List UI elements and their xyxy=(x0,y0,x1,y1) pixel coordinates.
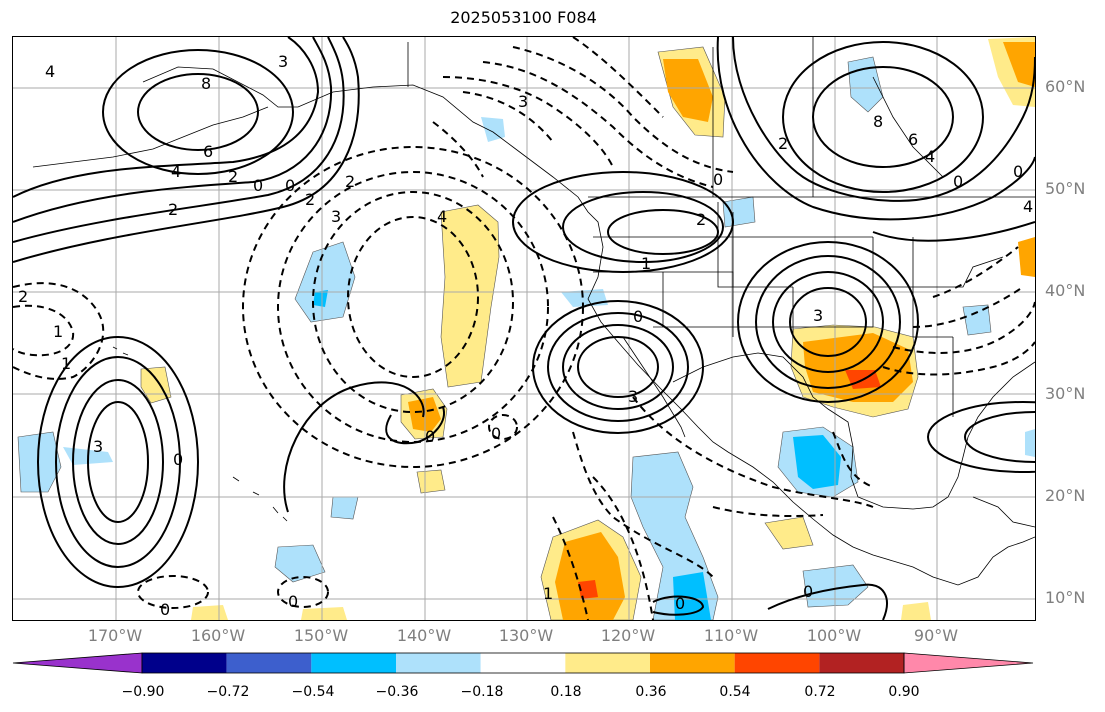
contours-positive xyxy=(13,37,1035,620)
contour-label: 8 xyxy=(873,112,883,131)
lat-label: 60°N xyxy=(1045,77,1086,96)
colorbar-extend-low xyxy=(12,652,143,674)
colorbar-tick-label: 0.54 xyxy=(719,684,751,700)
contour-label: 0 xyxy=(160,600,170,619)
contour-label: 0 xyxy=(675,594,685,613)
contour-label: 2 xyxy=(696,210,706,229)
colorbar-outline xyxy=(141,652,905,674)
contour-label: 0 xyxy=(253,176,263,195)
colorbar-tick-label: 0.90 xyxy=(888,684,920,700)
colorbar-cell xyxy=(396,653,481,673)
contour-label: 4 xyxy=(45,62,55,81)
colorbar-cell xyxy=(142,653,227,673)
colorbar-cells xyxy=(12,652,1034,674)
contour-label: 2 xyxy=(228,167,238,186)
lat-label: 20°N xyxy=(1045,486,1086,505)
colorbar-extend-high xyxy=(903,652,1034,674)
contour-label: 1 xyxy=(61,354,71,373)
contour-label: 0 xyxy=(803,582,813,601)
contour-label: 4 xyxy=(925,147,935,166)
lat-label: 40°N xyxy=(1045,281,1086,300)
lon-label: 130°W xyxy=(498,626,554,645)
map-frame[interactable]: 4 8 3 6 4 2 0 0 2 2 3 4 2 1 1 2 0 3 3 0 … xyxy=(12,36,1036,621)
contour-label: 2 xyxy=(778,134,788,153)
lon-label: 110°W xyxy=(703,626,759,645)
contour-label: 3 xyxy=(518,92,528,111)
contour-label: 0 xyxy=(491,424,501,443)
map-svg[interactable]: 4 8 3 6 4 2 0 0 2 2 3 4 2 1 1 2 0 3 3 0 … xyxy=(13,37,1035,620)
contour-label: 0 xyxy=(173,450,183,469)
colorbar-tick-label: −0.72 xyxy=(206,684,250,700)
page-title: 2025053100 F084 xyxy=(450,8,597,27)
contour-label: 0 xyxy=(288,592,298,611)
lon-label: 90°W xyxy=(913,626,959,645)
colorbar-tick-label: −0.18 xyxy=(460,684,504,700)
colorbar-cell xyxy=(734,653,820,673)
contour-label: 1 xyxy=(543,584,553,603)
lon-label: 140°W xyxy=(396,626,452,645)
colorbar-cell xyxy=(311,653,396,673)
contour-label: 0 xyxy=(425,427,435,446)
lon-label: 120°W xyxy=(600,626,656,645)
colorbar-cell xyxy=(565,653,650,673)
lon-label: 160°W xyxy=(190,626,246,645)
lat-label: 50°N xyxy=(1045,179,1086,198)
contour-label: 0 xyxy=(633,307,643,326)
contour-labels: 4 8 3 6 4 2 0 0 2 2 3 4 2 1 1 2 0 3 3 0 … xyxy=(18,52,1033,619)
contour-label: 3 xyxy=(93,437,103,456)
contour-label: 4 xyxy=(1023,197,1033,216)
lon-label: 100°W xyxy=(806,626,862,645)
contours-negative xyxy=(13,37,1035,620)
colorbar-tick-label: −0.54 xyxy=(291,684,335,700)
contour-label: 0 xyxy=(713,170,723,189)
colorbar xyxy=(12,652,1034,674)
colorbar-tick-label: 0.36 xyxy=(635,684,667,700)
contour-label: 3 xyxy=(278,52,288,71)
contour-label: 2 xyxy=(18,287,28,306)
colorbar-cell xyxy=(819,653,904,673)
coastlines xyxy=(32,37,1035,586)
contour-label: 4 xyxy=(171,162,181,181)
lon-label: 170°W xyxy=(87,626,143,645)
contour-label: 6 xyxy=(203,142,213,161)
colorbar-cell xyxy=(480,653,566,673)
contour-label: 3 xyxy=(813,306,823,325)
lon-label: 150°W xyxy=(293,626,349,645)
contour-label: 6 xyxy=(908,130,918,149)
colorbar-tick-label: −0.90 xyxy=(121,684,165,700)
colorbar-tick-label: −0.36 xyxy=(375,684,419,700)
colorbar-tick-label: 0.18 xyxy=(550,684,582,700)
contour-label: 2 xyxy=(345,172,355,191)
contour-label: 2 xyxy=(168,200,178,219)
contour-label: 8 xyxy=(201,74,211,93)
contour-label: 2 xyxy=(305,190,315,209)
lat-label: 10°N xyxy=(1045,588,1086,607)
colorbar-cell xyxy=(226,653,312,673)
colorbar-cell xyxy=(650,653,735,673)
colorbar-tick-label: 0.72 xyxy=(804,684,836,700)
contour-label: 0 xyxy=(953,172,963,191)
contour-label: 3 xyxy=(628,387,638,406)
contour-label: 3 xyxy=(331,207,341,226)
contour-label: 4 xyxy=(437,207,447,226)
contour-label: 0 xyxy=(1013,162,1023,181)
contour-label: 1 xyxy=(53,322,63,341)
contour-label: 1 xyxy=(641,254,651,273)
lat-label: 30°N xyxy=(1045,384,1086,403)
contour-label: 0 xyxy=(285,176,295,195)
